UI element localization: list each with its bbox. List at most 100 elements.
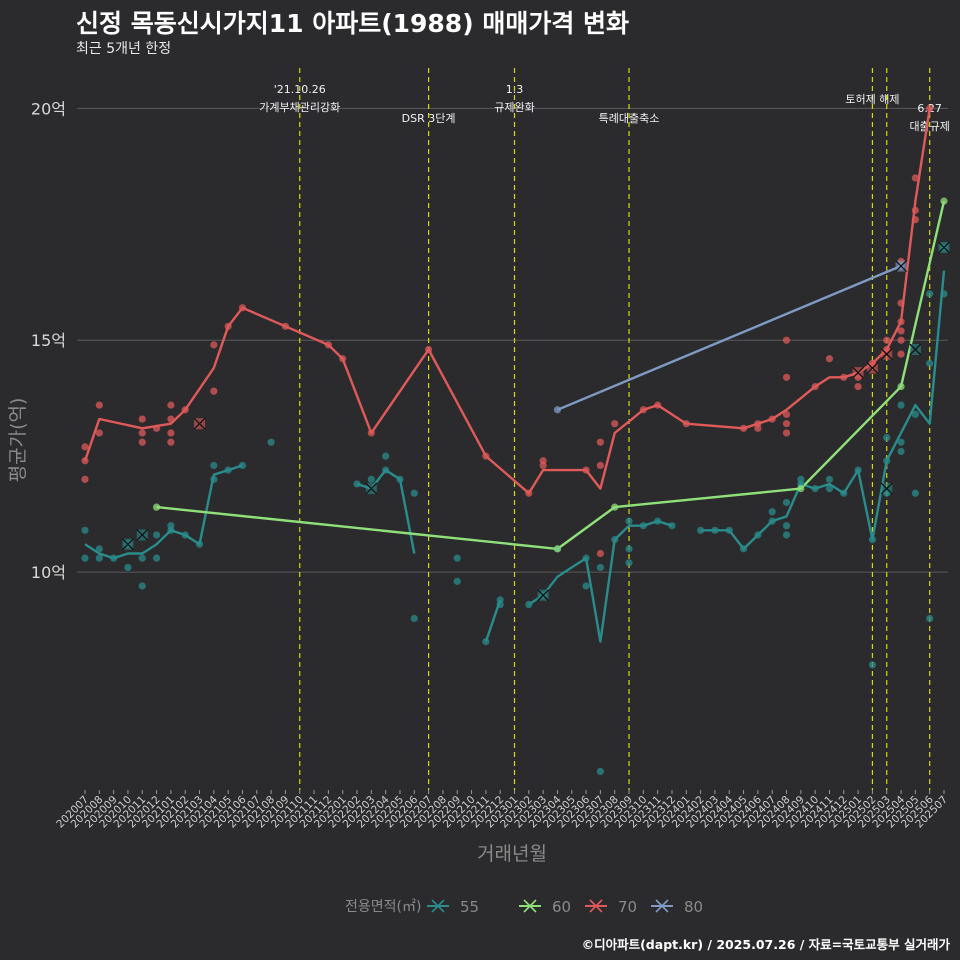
data-point-55 (152, 531, 161, 539)
data-point-55 (782, 531, 791, 539)
data-point-55 (367, 475, 375, 483)
event-label: '21.10.26 가계부채관리강화 (259, 83, 340, 114)
data-point-70 (682, 420, 690, 428)
data-point-55 (238, 461, 247, 470)
data-point-70 (911, 174, 919, 182)
data-point-70 (611, 420, 619, 428)
data-point-55 (668, 522, 676, 530)
data-point-60 (553, 545, 562, 553)
data-point-55 (782, 498, 791, 507)
data-point-55 (582, 554, 590, 562)
data-point-55 (210, 475, 218, 483)
data-point-55 (110, 554, 118, 562)
data-point-70 (224, 322, 232, 330)
data-point-70 (596, 461, 605, 470)
data-point-70 (854, 382, 862, 391)
data-point-55 (124, 563, 132, 572)
data-point-55 (639, 522, 647, 530)
data-point-70 (897, 299, 905, 307)
data-point-55 (725, 526, 733, 534)
x-marker-55 (121, 538, 134, 551)
data-point-55 (81, 554, 89, 562)
data-point-70 (210, 387, 218, 395)
data-point-55 (496, 600, 504, 609)
data-point-60 (897, 382, 905, 391)
data-point-55 (768, 517, 776, 525)
data-point-70 (539, 461, 547, 470)
data-point-55 (739, 545, 748, 553)
data-point-55 (897, 401, 905, 409)
data-point-55 (897, 438, 905, 446)
data-point-55 (868, 536, 877, 544)
data-point-55 (611, 536, 619, 544)
data-point-55 (167, 526, 175, 534)
data-point-70 (782, 373, 791, 381)
data-point-55 (854, 466, 862, 474)
x-marker-70 (852, 366, 865, 379)
data-point-80 (553, 406, 562, 414)
x-marker-55 (537, 589, 550, 602)
y-tick-label: 20억 (31, 99, 66, 118)
data-point-70 (167, 438, 175, 446)
data-point-55 (625, 517, 633, 525)
x-axis-title: 거래년월 (477, 843, 547, 865)
data-point-55 (840, 489, 848, 497)
data-point-55 (797, 475, 805, 483)
data-point-55 (582, 582, 590, 590)
x-marker-70 (866, 362, 879, 374)
data-point-55 (224, 466, 232, 474)
data-point-70 (782, 420, 791, 428)
series-line-55 (356, 468, 416, 554)
data-point-70 (768, 415, 776, 423)
data-point-55 (596, 563, 605, 572)
data-point-55 (410, 489, 418, 497)
data-point-55 (95, 554, 103, 562)
source-footer: ©디아파트(dapt.kr) / 2025.07.26 / 자료=국토교통부 실… (581, 937, 950, 952)
data-point-70 (754, 424, 762, 432)
data-point-55 (625, 545, 633, 553)
event-label: 특례대출축소 (599, 112, 660, 125)
data-point-55 (482, 638, 490, 646)
data-point-55 (883, 457, 891, 465)
data-point-55 (825, 475, 834, 483)
data-point-55 (625, 559, 633, 567)
legend-label-70: 70 (618, 898, 637, 916)
x-marker-55 (365, 482, 378, 495)
data-point-70 (81, 475, 89, 483)
x-marker-70 (193, 417, 206, 430)
data-point-70 (911, 216, 919, 224)
y-axis-title: 평균가(억) (7, 398, 29, 483)
data-point-55 (353, 480, 361, 488)
x-marker-55 (880, 482, 893, 495)
data-point-70 (210, 341, 218, 349)
x-axis-ticks: 2020072020082020092020102020112020122021… (54, 790, 950, 830)
series-line-55 (528, 519, 673, 643)
data-point-55 (396, 475, 404, 483)
data-point-70 (425, 345, 433, 354)
data-point-70 (281, 322, 290, 330)
data-point-55 (453, 554, 461, 562)
data-point-70 (95, 429, 103, 437)
data-point-55 (210, 461, 218, 470)
data-point-55 (911, 489, 919, 497)
data-point-70 (897, 350, 905, 358)
event-label: 6.27대출규제 (909, 102, 949, 133)
data-point-55 (911, 410, 919, 419)
data-point-60 (797, 484, 805, 493)
legend-label-55: 55 (460, 898, 479, 916)
data-point-60 (152, 503, 161, 511)
x-marker-80 (895, 260, 908, 272)
data-point-70 (911, 206, 919, 214)
data-point-55 (453, 577, 461, 585)
data-point-70 (639, 406, 647, 414)
data-point-55 (754, 531, 762, 539)
x-marker-70 (880, 348, 893, 361)
event-label: 1.3 규제완화 (494, 83, 534, 114)
data-point-55 (525, 600, 533, 609)
data-point-55 (768, 508, 776, 516)
x-marker-55 (938, 241, 950, 254)
data-point-70 (596, 438, 605, 446)
data-point-70 (840, 373, 848, 381)
data-point-70 (883, 336, 891, 344)
